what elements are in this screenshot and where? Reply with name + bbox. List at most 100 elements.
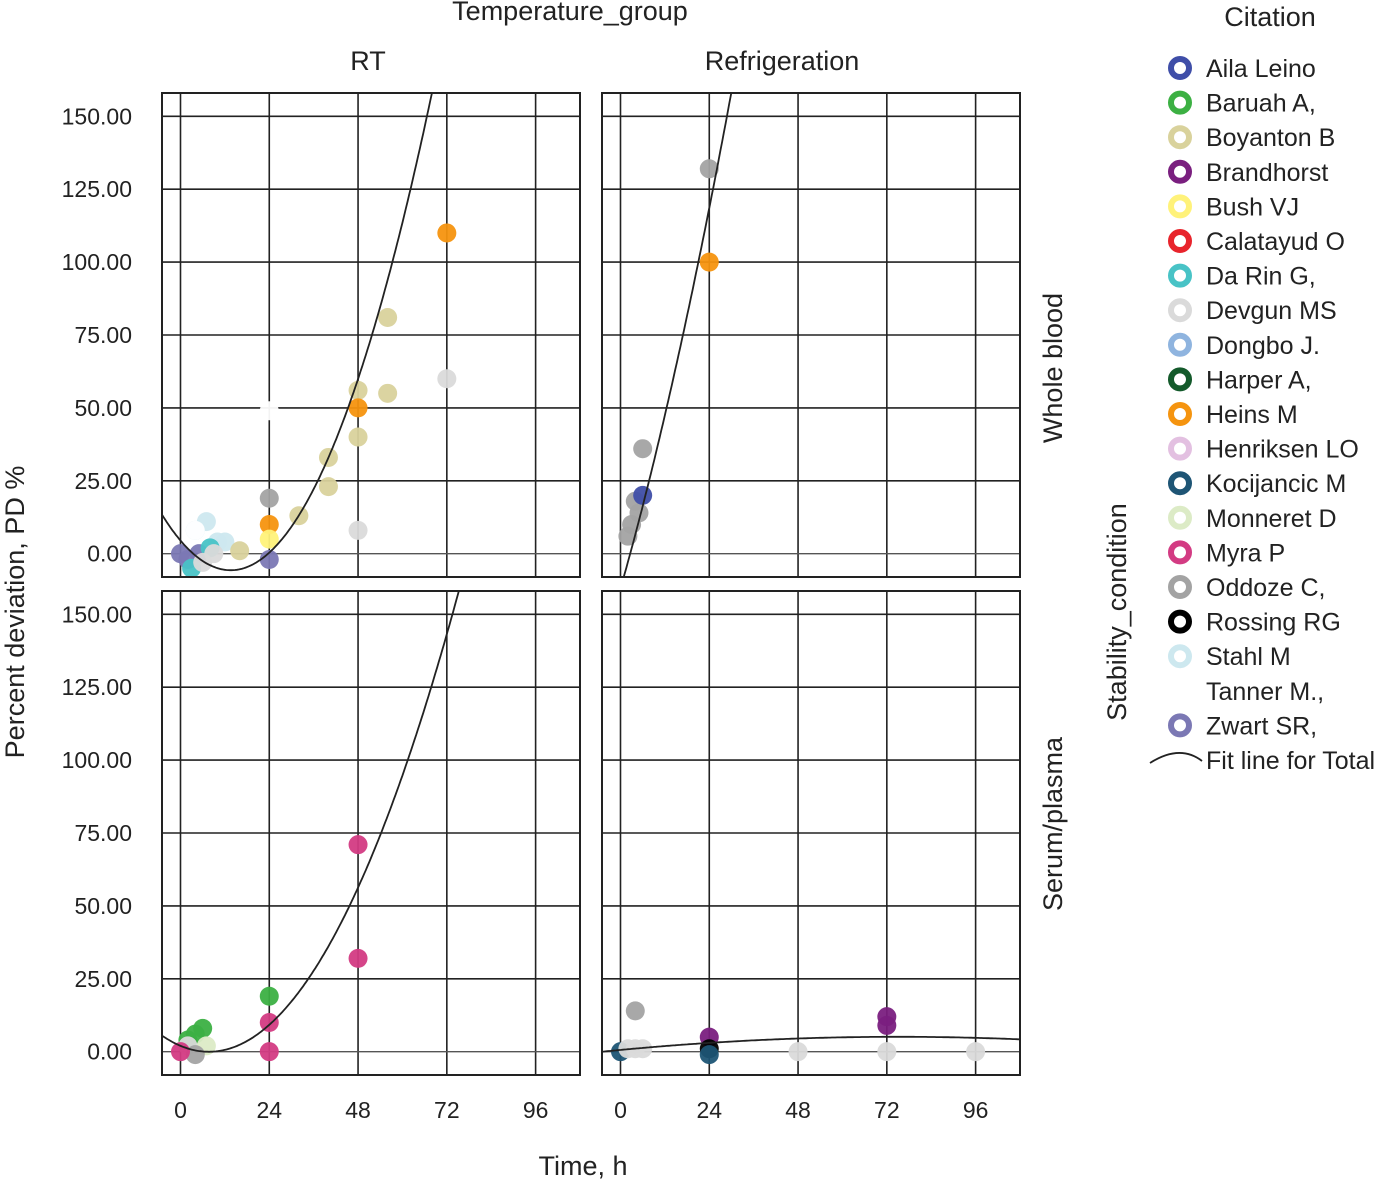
- legend-item-devgun-ms: Devgun MS: [1168, 297, 1337, 325]
- panel-whole-blood-refrigeration: [601, 92, 1021, 578]
- legend-item-rossing-rg: Rossing RG: [1168, 609, 1341, 637]
- point-devgun-ms: [788, 1042, 808, 1062]
- legend-label: Baruah A,: [1206, 90, 1316, 118]
- point-myra-p: [259, 1042, 279, 1062]
- point-tanner-m: [185, 520, 205, 540]
- legend-item-zwart-sr: Zwart SR,: [1168, 712, 1317, 740]
- point-aila-leino: [633, 485, 653, 505]
- legend-label: Henriksen LO: [1206, 436, 1359, 464]
- point-bush-vj: [259, 529, 279, 549]
- point-oddoze-c: [633, 439, 653, 459]
- x-axis-label: Time, h: [538, 1151, 627, 1181]
- fit-line-whole-blood-rt: [162, 93, 433, 572]
- points-whole-blood-refrigeration: [618, 159, 719, 546]
- point-boyanton-b: [378, 308, 398, 328]
- legend-marker: [1168, 575, 1192, 599]
- x-tick-label: 72: [434, 1097, 460, 1123]
- legend-item-dongbo-j: Dongbo J.: [1168, 332, 1320, 360]
- legend-marker: [1168, 713, 1192, 738]
- panel-serum-plasma-rt: 0.00 25.00 50.00 75.00 100.00 125.00 150.00 0 24…: [62, 590, 581, 1123]
- facet-panels: 0.0025.0050.0075.00100.00125.00150.000.0…: [62, 92, 1021, 1123]
- col-facet-label-refrigeration: Refrigeration: [705, 46, 860, 76]
- legend-item-bush-vj: Bush VJ: [1168, 193, 1299, 221]
- x-tick-label: 96: [963, 1097, 989, 1123]
- row-facet-label-serum-plasma: Serum/plasma: [1038, 736, 1068, 911]
- legend: Aila Leino Baruah A, Boyanton B Brandhorst B…: [1149, 55, 1375, 775]
- legend-label: Tanner M.,: [1206, 678, 1324, 706]
- legend-item-monneret-d: Monneret D: [1168, 505, 1337, 533]
- points-serum-plasma-refrigeration: [610, 1001, 986, 1065]
- x-tick-label: 48: [345, 1097, 371, 1123]
- x-tick-label: 72: [874, 1097, 900, 1123]
- y-tick-label: 25.00: [74, 966, 132, 992]
- legend-label: Myra P: [1206, 539, 1285, 567]
- x-tick-label: 96: [523, 1097, 549, 1123]
- legend-marker: [1168, 436, 1192, 461]
- panel-whole-blood-rt: 0.00 25.00 50.00 75.00 100.00 125.00 150.00: [62, 92, 581, 578]
- y-tick-label: 100.00: [62, 249, 132, 275]
- point-devgun-ms: [966, 1042, 986, 1062]
- legend-label: Da Rin G,: [1206, 263, 1316, 291]
- legend-marker: [1168, 505, 1192, 530]
- panel-frame: [601, 590, 1021, 1076]
- legend-label: Bush VJ: [1206, 193, 1299, 221]
- point-myra-p: [348, 835, 368, 855]
- legend-marker: [1168, 263, 1192, 288]
- point-baruah-a: [193, 1018, 213, 1038]
- point-heins-m: [437, 223, 457, 243]
- legend-item-stahl-m: Stahl M: [1168, 643, 1291, 671]
- legend-marker: [1168, 125, 1192, 150]
- legend-label: Calatayud O: [1206, 228, 1345, 256]
- point-heins-m: [699, 252, 719, 272]
- point-oddoze-c: [699, 159, 719, 179]
- fit-line-whole-blood-refrigeration: [622, 93, 733, 577]
- legend-item-boyanton-b: Boyanton B: [1168, 124, 1335, 152]
- row-facet-title: Stability_condition: [1102, 503, 1132, 721]
- legend-item-henriksen-lo: Henriksen LO: [1168, 436, 1359, 464]
- point-baruah-a: [259, 986, 279, 1006]
- legend-marker: [1168, 332, 1192, 357]
- point-oddoze-c: [629, 503, 649, 523]
- y-tick-label: 50.00: [74, 395, 132, 421]
- legend-label: Dongbo J.: [1206, 332, 1320, 360]
- y-tick-label: 0.00: [87, 1039, 132, 1065]
- point-boyanton-b: [348, 427, 368, 447]
- legend-label: Boyanton B: [1206, 124, 1335, 152]
- points-whole-blood-rt: [170, 223, 457, 577]
- panel-frame: [601, 92, 1021, 578]
- point-boyanton-b: [230, 541, 250, 561]
- legend-item-da-rin-g: Da Rin G,: [1168, 263, 1316, 291]
- point-kocijancic-m: [699, 1045, 719, 1065]
- point-zwart-sr: [259, 550, 279, 570]
- y-tick-label: 50.00: [74, 893, 132, 919]
- x-tick-label: 24: [696, 1097, 722, 1123]
- chart-title: Temperature_group: [452, 0, 688, 26]
- panel-serum-plasma-refrigeration: 0 24 48 72 96: [601, 590, 1021, 1123]
- panel-frame: [161, 590, 581, 1076]
- legend-fit-label: Fit line for Total: [1206, 747, 1375, 775]
- point-boyanton-b: [318, 477, 338, 497]
- col-facet-label-rt: RT: [350, 46, 386, 76]
- point-boyanton-b: [378, 383, 398, 403]
- legend-item-calatayud-o: Calatayud O: [1168, 228, 1345, 256]
- x-tick-label: 0: [614, 1097, 627, 1123]
- legend-title: Citation: [1224, 2, 1316, 32]
- legend-item-harper-a: Harper A,: [1168, 366, 1312, 394]
- legend-marker: [1168, 609, 1192, 634]
- legend-label: Brandhorst: [1206, 159, 1328, 187]
- fit-line-serum-plasma-refrigeration: [602, 1035, 1020, 1053]
- y-axis-label: Percent deviation, PD %: [0, 466, 30, 759]
- fit-line-serum-plasma-rt: [162, 591, 460, 1053]
- x-tick-label: 24: [256, 1097, 282, 1123]
- point-oddoze-c: [259, 488, 279, 508]
- legend-label: Stahl M: [1206, 643, 1291, 671]
- point-oddoze-c: [625, 1001, 645, 1021]
- point-devgun-ms: [437, 369, 457, 389]
- legend-fit-marker: [1149, 752, 1203, 764]
- y-tick-label: 125.00: [62, 674, 132, 700]
- row-facet-label-whole-blood: Whole blood: [1038, 293, 1068, 443]
- x-tick-label: 48: [785, 1097, 811, 1123]
- legend-item-oddoze-c: Oddoze C,: [1168, 574, 1326, 602]
- y-tick-label: 75.00: [74, 820, 132, 846]
- y-tick-label: 150.00: [62, 601, 132, 627]
